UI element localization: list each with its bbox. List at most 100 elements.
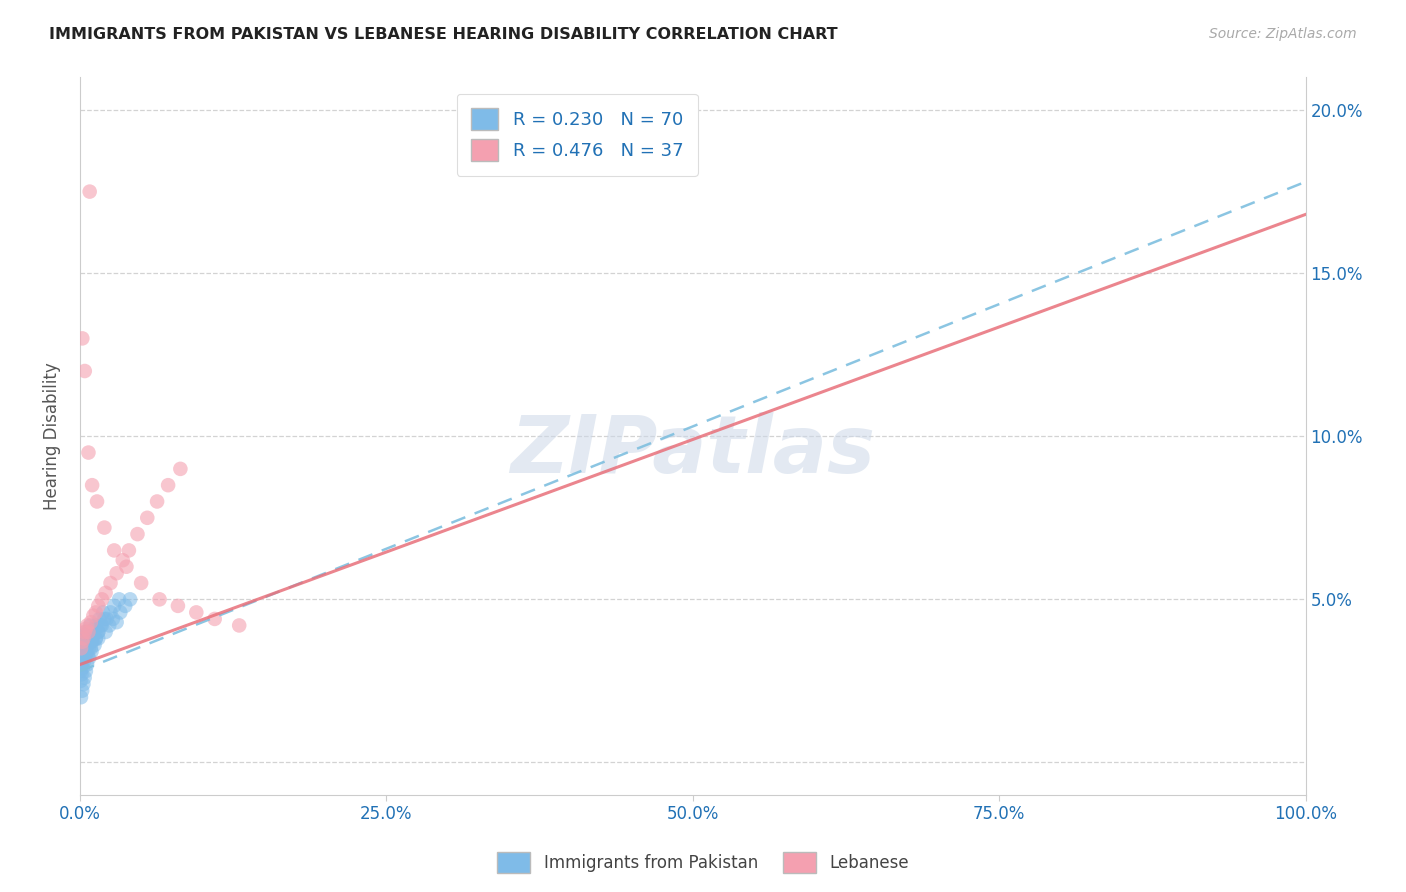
Point: [72, 634, 94, 648]
Point: [148, 592, 170, 607]
Point: [129, 576, 152, 591]
Point: [72, 644, 94, 658]
Point: [169, 462, 191, 476]
Point: [89, 612, 111, 626]
Point: [76, 638, 98, 652]
Point: [76, 657, 98, 672]
Point: [108, 592, 131, 607]
Text: IMMIGRANTS FROM PAKISTAN VS LEBANESE HEARING DISABILITY CORRELATION CHART: IMMIGRANTS FROM PAKISTAN VS LEBANESE HEA…: [49, 27, 838, 42]
Point: [73, 634, 96, 648]
Point: [79, 185, 101, 199]
Point: [82, 628, 104, 642]
Point: [94, 624, 117, 639]
Point: [77, 624, 100, 639]
Point: [136, 510, 159, 524]
Point: [110, 606, 132, 620]
Point: [90, 592, 112, 607]
Point: [114, 599, 136, 613]
Point: [120, 592, 142, 607]
Point: [100, 576, 122, 591]
Y-axis label: Hearing Disability: Hearing Disability: [44, 362, 60, 510]
Point: [87, 599, 110, 613]
Point: [70, 667, 93, 681]
Point: [72, 638, 94, 652]
Point: [73, 364, 96, 378]
Point: [72, 331, 94, 345]
Point: [228, 618, 250, 632]
Point: [72, 632, 94, 646]
Point: [82, 624, 104, 639]
Point: [84, 632, 107, 646]
Point: [90, 618, 112, 632]
Point: [73, 628, 96, 642]
Point: [72, 677, 94, 691]
Point: [100, 606, 122, 620]
Point: [70, 651, 93, 665]
Point: [76, 641, 98, 656]
Point: [87, 624, 110, 639]
Point: [76, 638, 98, 652]
Point: [80, 632, 103, 646]
Point: [80, 634, 103, 648]
Legend: Immigrants from Pakistan, Lebanese: Immigrants from Pakistan, Lebanese: [491, 846, 915, 880]
Point: [82, 634, 104, 648]
Point: [127, 527, 149, 541]
Point: [80, 641, 103, 656]
Point: [87, 624, 110, 639]
Point: [115, 559, 138, 574]
Point: [90, 618, 112, 632]
Point: [118, 543, 141, 558]
Point: [93, 520, 115, 534]
Point: [105, 566, 128, 581]
Point: [70, 664, 93, 678]
Point: [70, 657, 93, 672]
Point: [111, 553, 134, 567]
Point: [77, 624, 100, 639]
Point: [84, 606, 107, 620]
Point: [83, 622, 105, 636]
Point: [204, 612, 226, 626]
Point: [103, 599, 125, 613]
Point: [80, 615, 103, 630]
Point: [75, 622, 97, 636]
Point: [82, 608, 104, 623]
Point: [94, 586, 117, 600]
Point: [77, 641, 100, 656]
Point: [75, 648, 97, 662]
Point: [146, 494, 169, 508]
Point: [98, 618, 121, 632]
Point: [76, 632, 98, 646]
Point: [70, 641, 93, 656]
Point: [72, 641, 94, 656]
Point: [75, 648, 97, 662]
Legend: R = 0.230   N = 70, R = 0.476   N = 37: R = 0.230 N = 70, R = 0.476 N = 37: [457, 94, 697, 176]
Point: [77, 445, 100, 459]
Point: [82, 628, 104, 642]
Point: [72, 638, 94, 652]
Point: [80, 644, 103, 658]
Point: [96, 612, 118, 626]
Point: [72, 632, 94, 646]
Point: [84, 618, 107, 632]
Point: [84, 632, 107, 646]
Point: [101, 612, 124, 626]
Point: [73, 671, 96, 685]
Text: Source: ZipAtlas.com: Source: ZipAtlas.com: [1209, 27, 1357, 41]
Point: [91, 606, 114, 620]
Point: [103, 543, 125, 558]
Point: [86, 494, 108, 508]
Point: [70, 683, 93, 698]
Point: [69, 657, 91, 672]
Point: [157, 478, 180, 492]
Point: [87, 632, 110, 646]
Point: [70, 644, 93, 658]
Text: ZIPatlas: ZIPatlas: [510, 411, 875, 490]
Point: [73, 654, 96, 668]
Point: [167, 599, 190, 613]
Point: [77, 651, 100, 665]
Point: [69, 673, 91, 688]
Point: [75, 664, 97, 678]
Point: [70, 651, 93, 665]
Point: [73, 624, 96, 639]
Point: [77, 632, 100, 646]
